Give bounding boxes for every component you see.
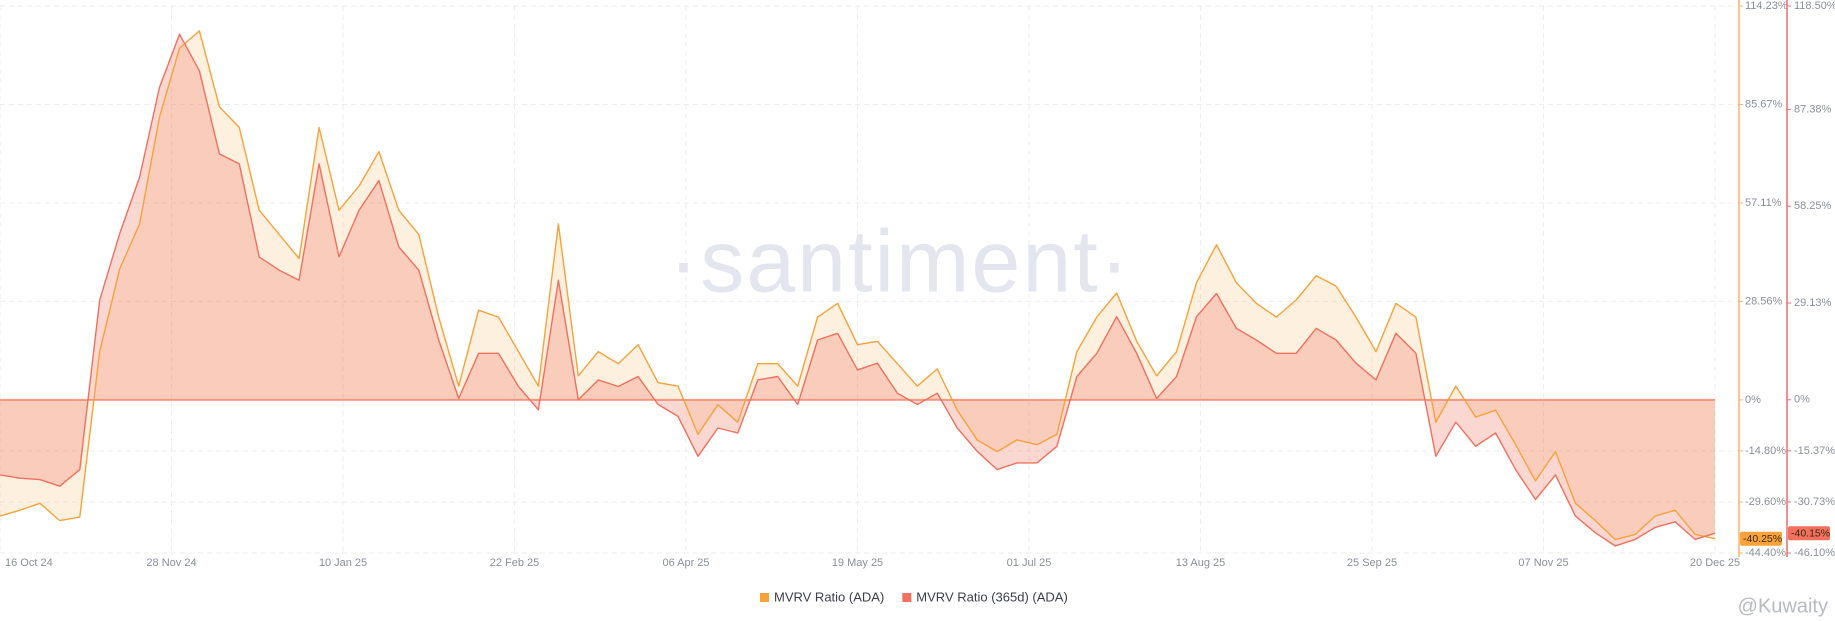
x-tick-label: 01 Jul 25 (1007, 557, 1052, 569)
last-value-label: -40.15% (1791, 528, 1830, 540)
series-area (0, 34, 1715, 546)
x-tick-label: 16 Oct 24 (5, 557, 53, 569)
last-value-label: -40.25% (1743, 533, 1782, 545)
legend-swatch (760, 593, 769, 602)
x-tick-label: 20 Dec 25 (1690, 557, 1740, 569)
x-tick-label: 07 Nov 25 (1518, 557, 1568, 569)
y2-tick-label: -46.10% (1794, 547, 1835, 559)
y-tick-label: 57.11% (1745, 197, 1782, 209)
y-tick-label: 85.67% (1745, 98, 1783, 110)
legend: MVRV Ratio (ADA) MVRV Ratio (365d) (ADA) (760, 589, 1068, 604)
y2-tick-label: -15.37% (1794, 445, 1835, 457)
x-tick-label: 19 May 25 (832, 557, 883, 569)
y-tick-label: -44.40% (1745, 547, 1786, 559)
y2-tick-label: 29.13% (1794, 297, 1832, 309)
legend-label: MVRV Ratio (365d) (ADA) (916, 589, 1067, 604)
y-tick-label: -14.80% (1745, 445, 1786, 457)
x-tick-label: 13 Aug 25 (1176, 557, 1226, 569)
series-area (0, 30, 1715, 540)
y2-tick-label: 0% (1794, 394, 1810, 406)
x-tick-label: 25 Sep 25 (1347, 557, 1397, 569)
legend-swatch (902, 593, 912, 602)
x-tick-label: 06 Apr 25 (662, 557, 709, 569)
y-tick-label: 0% (1745, 394, 1761, 406)
last-value-badge (1740, 531, 1782, 546)
y2-tick-label: 58.25% (1794, 200, 1832, 212)
y-tick-label: -29.60% (1745, 496, 1786, 508)
series-line (0, 30, 1716, 541)
axes: 114.23% 85.67% 57.11% 28.56% 0% -14.80% -29.60… (5, 0, 1835, 569)
series-line (0, 33, 1716, 547)
last-value-badge (1788, 526, 1830, 541)
x-tick-label: 22 Feb 25 (490, 557, 540, 569)
legend-label: MVRV Ratio (ADA) (774, 589, 884, 604)
y-tick-label: 28.56% (1745, 295, 1783, 307)
grid (0, 5, 1739, 554)
credit: @Kuwaity (1738, 595, 1828, 617)
watermark: ·santiment· (669, 211, 1131, 310)
lines (0, 30, 1716, 547)
areas (0, 30, 1715, 546)
x-tick-label: 28 Nov 24 (146, 557, 196, 569)
y2-tick-label: 87.38% (1794, 103, 1832, 115)
y2-tick-label: 118.50% (1794, 0, 1835, 12)
y-tick-label: 114.23% (1745, 0, 1788, 12)
x-tick-label: 10 Jan 25 (319, 557, 367, 569)
y2-tick-label: -30.73% (1794, 496, 1835, 508)
